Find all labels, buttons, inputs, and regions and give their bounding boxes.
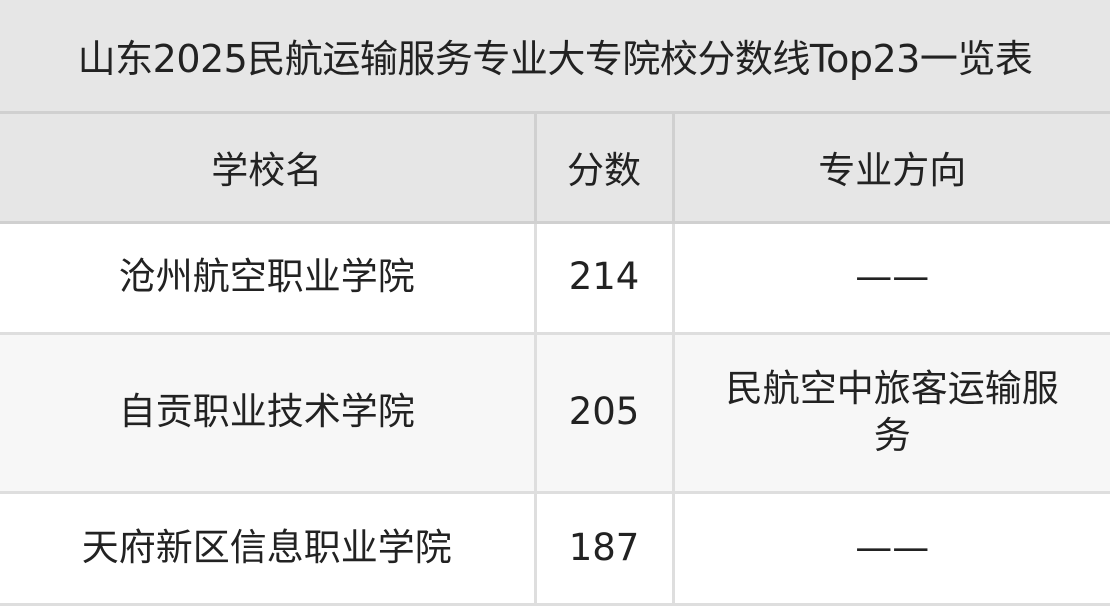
school-cell: 沧州航空职业学院 <box>0 220 537 335</box>
column-header-major: 专业方向 <box>671 112 1110 224</box>
major-cell: —— <box>671 490 1110 606</box>
header-row: 学校名 分数 专业方向 <box>0 112 1110 224</box>
table-row: 天府新区信息职业学院 187 —— <box>0 490 1110 606</box>
score-cell: 214 <box>533 220 675 335</box>
school-cell: 天府新区信息职业学院 <box>0 490 537 606</box>
column-header-score: 分数 <box>533 112 675 224</box>
score-cell: 205 <box>533 331 675 494</box>
school-cell: 自贡职业技术学院 <box>0 331 537 494</box>
column-header-school: 学校名 <box>0 112 537 224</box>
major-cell: —— <box>671 220 1110 335</box>
major-cell: 民航空中旅客运输服务 <box>671 331 1110 494</box>
table-row: 沧州航空职业学院 214 —— <box>0 220 1110 335</box>
table-row: 自贡职业技术学院 205 民航空中旅客运输服务 <box>0 331 1110 494</box>
score-cell: 187 <box>533 490 675 606</box>
table-title: 山东2025民航运输服务专业大专院校分数线Top23一览表 <box>0 0 1110 114</box>
